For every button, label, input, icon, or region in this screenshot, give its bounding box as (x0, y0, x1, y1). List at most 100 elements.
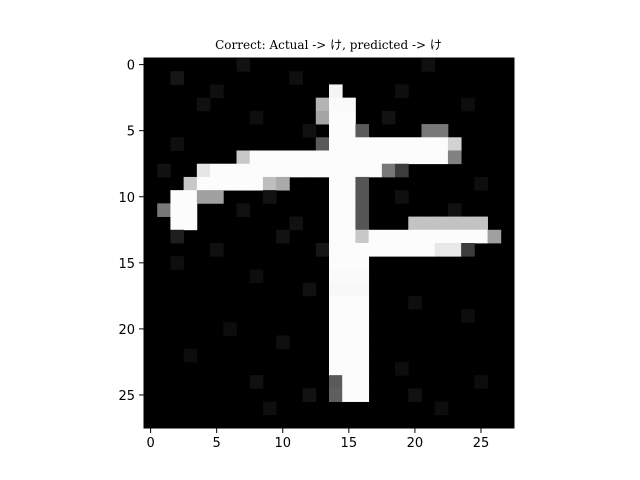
heatmap-cell (329, 348, 343, 363)
heatmap-cell (329, 243, 343, 257)
heatmap-cell (223, 322, 237, 336)
heatmap-cell (408, 243, 422, 257)
heatmap-cell (342, 216, 356, 231)
heatmap-cell (395, 229, 409, 244)
heatmap-cell (461, 309, 475, 323)
heatmap-cell (355, 137, 370, 151)
heatmap-cell (342, 203, 356, 217)
y-tick-label: 20 (118, 323, 135, 338)
x-tick-label: 0 (146, 436, 154, 451)
heatmap-cell (355, 203, 370, 217)
heatmap-cell (355, 322, 370, 336)
heatmap-cell (355, 295, 370, 310)
heatmap-cell (447, 243, 462, 257)
heatmap-cell (342, 124, 356, 138)
heatmap-cell (329, 110, 343, 125)
heatmap-cell (329, 137, 343, 151)
heatmap-cell (421, 243, 436, 257)
heatmap-cell (381, 229, 396, 244)
heatmap-cell (210, 84, 224, 99)
heatmap-cell (329, 322, 343, 336)
heatmap-cell (355, 243, 370, 257)
y-tick-label: 0 (127, 59, 135, 74)
heatmap-cell (262, 401, 277, 416)
heatmap-cell (196, 163, 211, 178)
heatmap-cell (329, 282, 343, 297)
heatmap-cell (421, 137, 436, 151)
heatmap-cell (447, 137, 462, 151)
heatmap-cell (342, 190, 356, 204)
heatmap-cell (315, 97, 330, 112)
heatmap-cell (408, 388, 422, 402)
heatmap-cell (249, 375, 264, 389)
heatmap-cell (355, 348, 370, 363)
heatmap-cell (183, 203, 198, 217)
heatmap-cell (421, 58, 436, 72)
heatmap-cell (329, 361, 343, 376)
heatmap-cell (408, 137, 422, 151)
heatmap-cell (329, 84, 343, 99)
heatmap-cell (368, 163, 383, 178)
heatmap-cell (355, 282, 370, 297)
heatmap-cell (408, 216, 422, 231)
heatmap-cell (461, 229, 475, 244)
heatmap-cell (157, 163, 171, 178)
heatmap-cell (421, 216, 436, 231)
heatmap-cell (302, 388, 317, 402)
heatmap-cell (276, 176, 290, 191)
heatmap-cell (381, 243, 396, 257)
heatmap-cell (329, 190, 343, 204)
heatmap-cell (170, 229, 185, 244)
heatmap-cell (342, 348, 356, 363)
heatmap-cell (355, 229, 370, 244)
heatmap-cell (183, 348, 198, 363)
heatmap-cell (474, 176, 488, 191)
heatmap-cell (447, 150, 462, 165)
heatmap-cell (329, 163, 343, 178)
heatmap-cell (355, 124, 370, 138)
heatmap-cell (381, 110, 396, 125)
heatmap-cell (355, 335, 370, 350)
heatmap-cell (368, 229, 383, 244)
x-tick-label: 10 (274, 436, 291, 451)
heatmap-cell (262, 150, 277, 165)
heatmap-cell (381, 150, 396, 165)
heatmap-cell (236, 203, 251, 217)
heatmap-cell (329, 176, 343, 191)
heatmap-cell (236, 58, 251, 72)
heatmap-cell (342, 269, 356, 284)
heatmap-cell (276, 229, 290, 244)
heatmap-cell (395, 163, 409, 178)
heatmap-cell (421, 150, 436, 165)
heatmap-cell (434, 124, 449, 138)
heatmap-cell (289, 163, 303, 178)
y-tick-label: 25 (118, 389, 135, 404)
heatmap-cell (210, 163, 224, 178)
heatmap-cell (355, 375, 370, 389)
y-axis: 0 5 10 15 20 25 (118, 59, 144, 404)
heatmap-cell (315, 137, 330, 151)
heatmap-cell (342, 163, 356, 178)
heatmap-cell (342, 150, 356, 165)
x-axis: 0 5 10 15 20 25 (146, 428, 489, 451)
heatmap-cells (144, 58, 514, 428)
heatmap-cell (434, 229, 449, 244)
heatmap-cell (355, 150, 370, 165)
heatmap-cell (342, 256, 356, 270)
heatmap-cell (210, 243, 224, 257)
heatmap-cell (342, 229, 356, 244)
heatmap-cell (329, 150, 343, 165)
heatmap-cell (342, 243, 356, 257)
heatmap-cell (329, 216, 343, 231)
heatmap-cell (434, 216, 449, 231)
plot-frame (143, 57, 515, 429)
heatmap-cell (342, 295, 356, 310)
heatmap-cell (329, 335, 343, 350)
heatmap-cell (381, 137, 396, 151)
heatmap-cell (342, 282, 356, 297)
heatmap-cell (236, 176, 251, 191)
heatmap-cell (315, 110, 330, 125)
heatmap-cell (421, 229, 436, 244)
